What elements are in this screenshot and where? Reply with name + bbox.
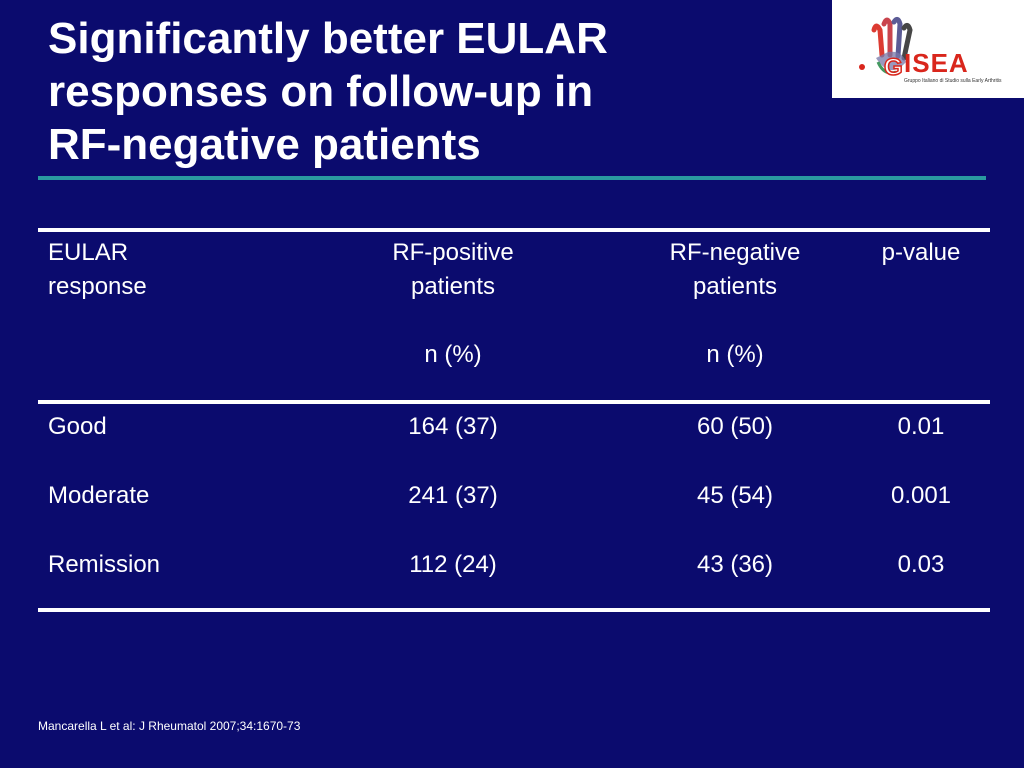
header-text: n (%) <box>424 341 482 368</box>
row-rf-positive: 241 (37) <box>408 482 498 509</box>
source-citation: Mancarella L et al: J Rheumatol 2007;34:… <box>38 719 301 733</box>
header-text: response <box>48 273 147 300</box>
logo-tagline: Gruppo Italiano di Studio sulla Early Ar… <box>904 78 1002 84</box>
row-rf-positive: 112 (24) <box>409 551 497 578</box>
row-rf-negative: 43 (36) <box>696 551 774 578</box>
header-text: patients <box>410 273 496 300</box>
logo-text: ISEA <box>904 48 969 78</box>
row-rf-negative: 45 (54) <box>696 482 774 509</box>
header-text: patients <box>692 273 778 300</box>
row-rf-positive: 164 (37) <box>408 413 498 440</box>
row-rf-negative: 60 (50) <box>696 413 774 440</box>
table-header-rule <box>38 400 990 404</box>
title-line-3: RF-negative patients <box>48 120 481 169</box>
gisea-logo: G ISEA Gruppo Italiano di Studio sulla E… <box>832 0 1024 98</box>
header-rf-negative: RF-negative patients n (%) <box>635 236 835 372</box>
header-p-value: p-value <box>858 236 984 270</box>
hand-logo-icon: G ISEA Gruppo Italiano di Studio sulla E… <box>859 16 1002 84</box>
header-spacer <box>635 304 835 338</box>
row-response: Good <box>48 413 107 440</box>
table-top-rule <box>38 228 990 232</box>
row-response: Remission <box>48 551 161 578</box>
row-p-value: 0.001 <box>890 482 952 509</box>
header-text: RF-negative <box>669 239 801 266</box>
header-text: p-value <box>881 239 961 266</box>
table-bottom-rule <box>38 608 990 612</box>
header-eular-response: EULAR response <box>48 236 147 304</box>
slide-title: Significantly better EULAR responses on … <box>48 12 788 171</box>
logo-letter-g: G <box>884 54 903 81</box>
header-text: n (%) <box>706 341 764 368</box>
header-text: RF-positive <box>392 239 514 266</box>
row-response: Moderate <box>48 482 150 509</box>
title-line-2: responses on follow-up in <box>48 67 594 116</box>
header-rf-positive: RF-positive patients n (%) <box>353 236 553 372</box>
row-p-value: 0.01 <box>897 413 945 440</box>
title-divider <box>38 176 986 180</box>
header-spacer <box>353 304 553 338</box>
row-p-value: 0.03 <box>897 551 945 578</box>
header-text: EULAR <box>48 239 129 266</box>
title-line-1: Significantly better EULAR <box>48 14 608 63</box>
